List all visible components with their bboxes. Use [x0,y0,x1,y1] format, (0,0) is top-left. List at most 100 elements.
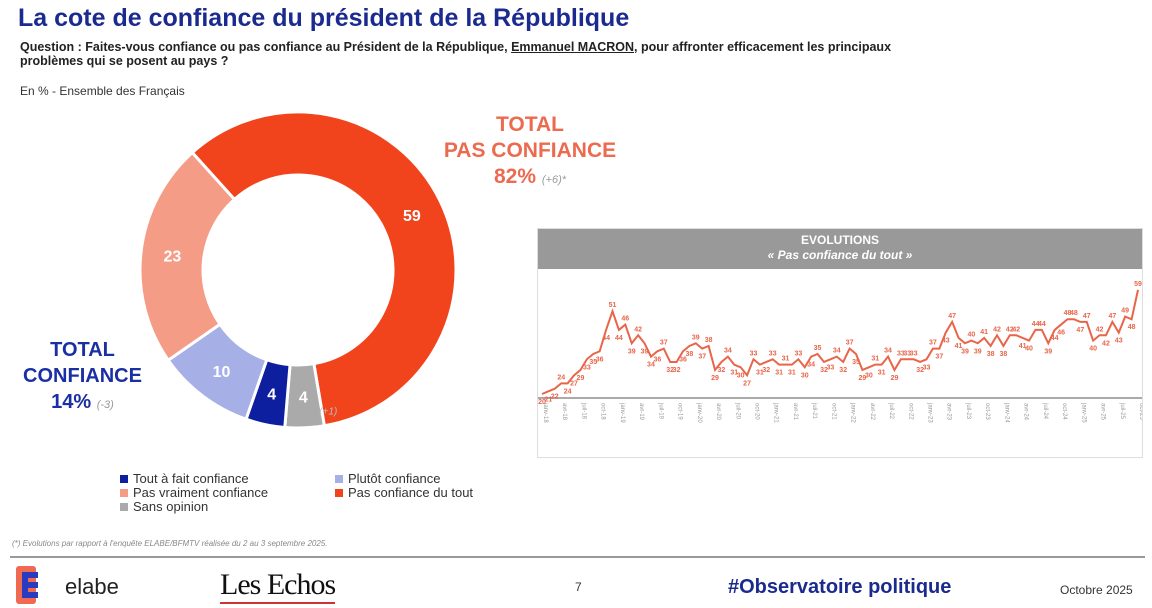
x-tick-label: oct-18 [600,403,606,420]
slice-label: 23 [163,248,181,265]
data-label: 37 [929,340,937,347]
data-label: 31 [756,370,764,377]
data-label: 47 [1108,313,1116,320]
x-tick-label: oct-20 [753,403,759,420]
question-name: Emmanuel MACRON [511,40,635,54]
total-label: TOTAL [50,339,115,361]
series-line [541,289,1139,395]
data-label: 36 [679,356,687,363]
legend-item: Tout à fait confiance [120,472,335,486]
data-label: 44 [615,335,623,342]
data-label: 42 [1012,326,1020,333]
data-label: 43 [942,338,950,345]
question-text-end: , pour affronter efficacement les princi… [20,40,892,68]
data-label: 40 [1089,346,1097,353]
total-delta: (+6)* [541,174,567,186]
data-label: 29 [859,375,867,382]
x-tick-label: janv-23 [927,402,933,423]
data-label: 27 [743,380,751,387]
data-label: 51 [609,302,617,309]
slice-label: 10 [213,364,231,381]
x-tick-label: juil-22 [888,402,894,420]
data-label: 29 [891,375,899,382]
evolution-chart-panel: EVOLUTIONS « Pas confiance du tout » 20 2… [537,228,1144,458]
x-tick-label: juil-19 [657,402,663,420]
data-label: 40 [1025,346,1033,353]
data-label: 38 [1000,351,1008,358]
data-label: 36 [653,356,661,363]
data-label: 39 [641,348,649,355]
data-label: 41 [955,343,963,350]
total-label: PAS CONFIANCE [443,139,617,162]
data-label: 33 [910,350,918,357]
data-label: 40 [967,332,975,339]
x-tick-label: juil-21 [811,402,817,420]
data-label: 22 [551,394,559,401]
data-label: 33 [897,350,905,357]
total-value: 82% [493,165,537,188]
data-label: 41 [980,329,988,336]
hashtag: #Observatoire politique [728,576,952,598]
data-label: 37 [698,354,706,361]
x-tick-label: avr-19 [638,403,644,421]
data-label: 35 [589,359,597,366]
total-delta: (-3) [96,399,114,411]
total-label: CONFIANCE [23,365,142,387]
question: Question : Faites-vous confiance ou pas … [20,40,920,68]
x-tick-label: juil-23 [965,402,971,420]
x-tick-label: avr-22 [869,403,875,421]
date: Octobre 2025 [1060,583,1133,597]
legend-item: Pas vraiment confiance [120,486,335,500]
data-label: 32 [666,367,674,374]
data-label: 35 [852,359,860,366]
data-label: 38 [685,351,693,358]
data-label: 44 [602,335,610,342]
x-tick-label: janv-20 [696,402,702,423]
data-label: 32 [762,367,770,374]
footnote: (*) Evolutions par rapport à l'enquête E… [12,539,328,548]
x-tick-label: juil-25 [1119,402,1125,420]
legend-swatch [120,475,128,483]
data-label: 24 [564,388,572,395]
data-label: 38 [705,337,713,344]
question-text: Question : Faites-vous confiance ou pas … [20,40,512,54]
data-label: 38 [987,351,995,358]
data-label: 34 [647,362,655,369]
data-label: 39 [974,348,982,355]
data-label: 39 [628,348,636,355]
slice-label: 4 [267,387,276,404]
total-label: TOTAL [495,113,565,136]
data-label: 42 [993,326,1001,333]
legend-swatch [120,503,128,511]
data-label: 59 [1134,281,1142,288]
data-label: 33 [923,364,931,371]
legend-item: Pas confiance du tout [335,486,535,500]
unit-label: En % - Ensemble des Français [20,84,185,98]
x-tick-label: janv-25 [1080,402,1086,423]
data-label: 30 [737,372,745,379]
data-label: 34 [884,348,892,355]
divider [10,556,1145,558]
x-tick-label: avr-25 [1100,403,1106,421]
data-label: 43 [1115,338,1123,345]
data-label: 39 [692,334,700,341]
x-tick-label: avr-18 [561,403,567,421]
elabe-logo-icon [16,566,38,604]
data-label: 46 [1057,330,1065,337]
data-label: 24 [557,374,565,381]
data-label: 42 [1006,326,1014,333]
x-tick-label: oct-25 [1138,403,1142,420]
evolution-title: EVOLUTIONS [800,233,879,247]
donut-slice [138,150,237,363]
x-tick-label: janv-24 [1003,402,1009,423]
data-label: 33 [826,364,834,371]
data-label: 31 [730,370,738,377]
legend-swatch [120,489,128,497]
evolution-header: EVOLUTIONS « Pas confiance du tout » [538,229,1142,269]
data-label: 34 [724,348,732,355]
data-label: 33 [769,350,777,357]
x-tick-label: oct-23 [984,403,990,420]
data-label: 49 [1121,308,1129,315]
data-label: 34 [807,362,815,369]
data-label: 32 [916,367,924,374]
